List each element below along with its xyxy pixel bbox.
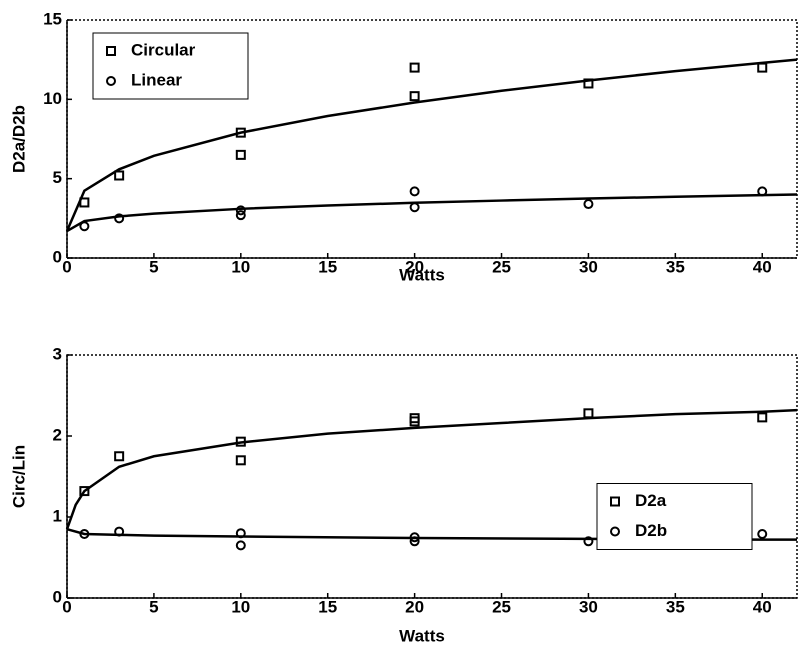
y-tick-label: 3	[53, 344, 62, 363]
circle-marker	[235, 540, 246, 551]
circle-marker	[114, 213, 125, 224]
fit-line	[65, 408, 798, 530]
y-tick-label: 0	[53, 587, 62, 606]
circle-marker	[235, 210, 246, 221]
x-tick-label: 25	[492, 597, 511, 616]
x-tick-label: 0	[62, 257, 71, 276]
square-marker	[409, 62, 420, 73]
legend-label: D2a	[635, 491, 667, 510]
y-axis-label: Circ/Lin	[9, 445, 28, 508]
square-marker	[114, 170, 125, 181]
square-marker	[79, 197, 90, 208]
x-tick-label: 5	[149, 257, 158, 276]
square-marker	[583, 408, 594, 419]
circle-marker	[235, 528, 246, 539]
x-tick-label: 10	[231, 597, 250, 616]
legend-marker	[610, 496, 620, 507]
square-marker	[235, 127, 246, 138]
circle-marker	[79, 221, 90, 232]
legend-marker	[106, 46, 116, 56]
legend-marker	[106, 76, 116, 86]
square-marker	[757, 62, 768, 73]
legend: Circular Linear	[92, 32, 249, 100]
x-tick-label: 15	[318, 597, 337, 616]
legend-label: D2b	[635, 521, 667, 540]
x-tick-label: 40	[753, 597, 772, 616]
circle-marker	[757, 186, 768, 197]
fit-line	[65, 58, 798, 232]
x-tick-label: 25	[492, 257, 511, 276]
circle-marker	[409, 186, 420, 197]
legend-marker	[610, 526, 620, 537]
x-tick-label: 35	[666, 597, 685, 616]
x-tick-label: 30	[579, 597, 598, 616]
square-marker	[114, 451, 125, 462]
fit-line	[66, 193, 798, 233]
circle-marker	[583, 536, 594, 547]
x-axis-label: Watts	[399, 626, 445, 645]
circle-marker	[409, 532, 420, 543]
square-marker	[409, 416, 420, 427]
y-tick-label: 2	[53, 425, 62, 444]
square-marker	[235, 436, 246, 447]
legend: D2a D2b	[596, 483, 753, 550]
y-tick-label: 1	[53, 506, 62, 525]
x-tick-label: 5	[149, 597, 158, 616]
x-tick-label: 15	[318, 257, 337, 276]
legend-label: Circular	[131, 40, 196, 59]
square-marker	[235, 149, 246, 160]
circle-marker	[409, 536, 420, 547]
x-tick-label: 30	[579, 257, 598, 276]
circle-marker	[79, 529, 90, 540]
x-tick-label: 20	[405, 597, 424, 616]
circle-marker	[235, 205, 246, 216]
circle-marker	[114, 526, 125, 537]
legend-box	[596, 483, 753, 550]
square-marker	[235, 455, 246, 466]
legend-label: Linear	[131, 70, 182, 89]
square-marker	[409, 91, 420, 102]
x-tick-label: 10	[231, 257, 250, 276]
plot-frame	[66, 354, 798, 599]
y-tick-label: 5	[53, 168, 62, 187]
square-marker	[757, 412, 768, 423]
circle-marker	[583, 199, 594, 210]
x-tick-label: 0	[62, 597, 71, 616]
circle-marker	[757, 529, 768, 540]
legend-box	[92, 32, 249, 100]
square-marker	[79, 486, 90, 497]
y-tick-label: 0	[53, 247, 62, 266]
x-axis-label: Watts	[399, 265, 445, 284]
y-tick-label: 15	[43, 9, 62, 28]
circle-marker	[409, 202, 420, 213]
y-axis-label: D2a/D2b	[9, 105, 28, 173]
y-tick-label: 10	[43, 89, 62, 108]
x-tick-label: 20	[405, 257, 424, 276]
square-marker	[583, 78, 594, 89]
x-tick-label: 35	[666, 257, 685, 276]
x-tick-label: 40	[753, 257, 772, 276]
